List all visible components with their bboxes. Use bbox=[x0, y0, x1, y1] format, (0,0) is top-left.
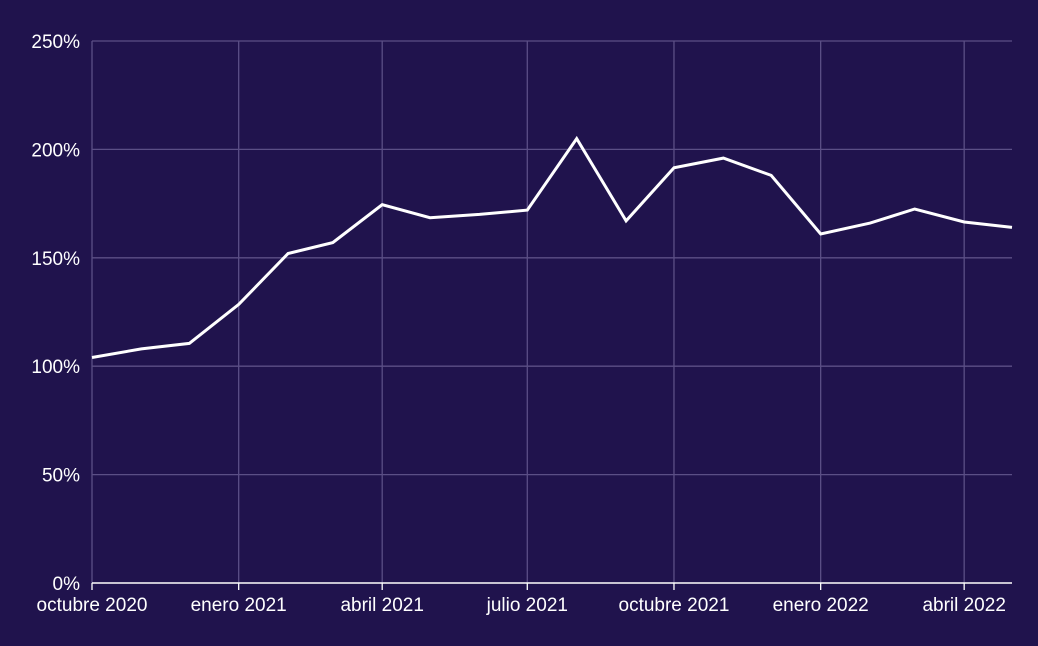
x-gridlines bbox=[238, 41, 965, 583]
y-tick-label: 100% bbox=[31, 357, 80, 378]
x-tick-label: abril 2021 bbox=[340, 595, 423, 616]
x-tick-label: enero 2022 bbox=[773, 595, 869, 616]
axes bbox=[91, 41, 1012, 590]
x-tick-label: enero 2021 bbox=[191, 595, 287, 616]
series-line bbox=[91, 135, 1013, 359]
y-tick-label: 50% bbox=[42, 466, 80, 487]
x-tick-label: julio 2021 bbox=[486, 595, 568, 616]
y-tick-label: 200% bbox=[31, 140, 80, 161]
x-tick-label: abril 2022 bbox=[922, 595, 1005, 616]
y-tick-label: 0% bbox=[53, 574, 81, 595]
y-gridlines bbox=[92, 40, 1012, 476]
y-tick-label: 150% bbox=[31, 249, 80, 270]
x-tick-label: octubre 2021 bbox=[619, 595, 730, 616]
x-tick-label: octubre 2020 bbox=[37, 595, 148, 616]
y-tick-label: 250% bbox=[31, 32, 80, 53]
x-tick-labels: octubre 2020 enero 2021 abril 2021 julio 20… bbox=[37, 595, 1006, 616]
y-tick-labels: 0% 50% 100% 150% 200% 250% bbox=[31, 32, 80, 595]
series-layer bbox=[91, 135, 1013, 359]
